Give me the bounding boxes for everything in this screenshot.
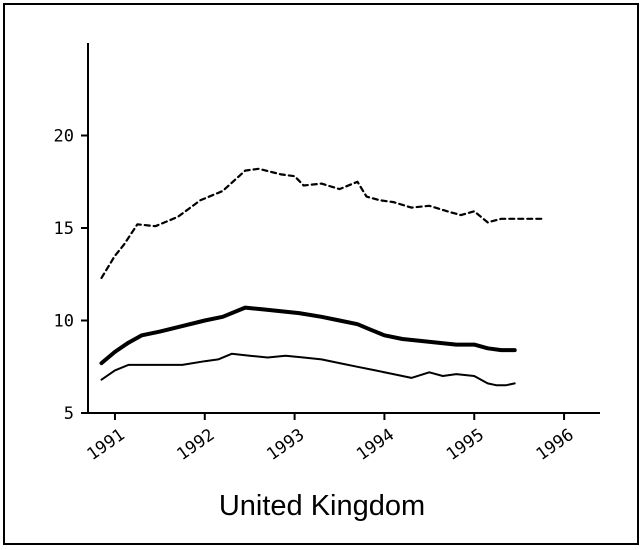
x-tick-label: 1993 [263,425,308,465]
x-tick-label: 1996 [533,425,578,465]
x-tick-label: 1992 [173,425,218,465]
x-tick-label: 1995 [443,425,488,465]
chart-frame [3,3,639,545]
axes [81,43,600,420]
series-line-thin [100,352,516,387]
y-tick-label: 10 [54,312,74,332]
series-line-thick [99,305,517,366]
x-tick-label: 1994 [353,425,398,465]
tick-labels: 5 10 15 20 1991 1992 1993 1994 1995 1996 [54,127,578,465]
y-tick-label: 15 [54,219,74,239]
x-tick-label: 1991 [84,425,129,465]
y-tick-label: 5 [64,404,74,424]
y-tick-label: 20 [54,127,74,147]
series-lines [99,167,543,387]
series-line-dashed [100,167,543,279]
chart-title: United Kingdom [218,490,426,522]
